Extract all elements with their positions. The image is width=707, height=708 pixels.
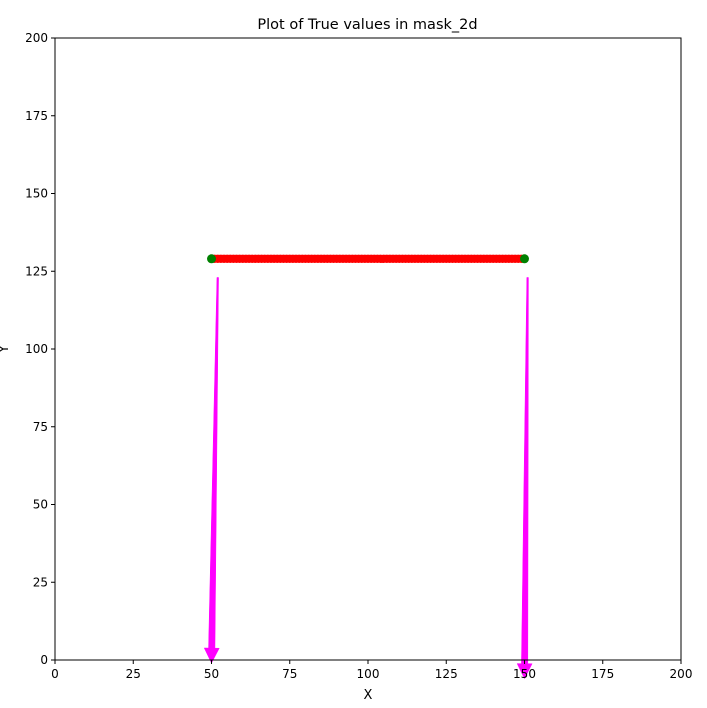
x-tick-label: 200 — [670, 667, 693, 681]
y-axis: 0 25 50 75 100 125 150 175 200 — [25, 31, 55, 667]
green-endpoint — [520, 254, 529, 264]
x-axis: 0 25 50 75 100 125 150 175 200 — [51, 660, 692, 681]
y-tick-label: 50 — [33, 498, 48, 512]
chart-marks — [203, 254, 533, 680]
plot-area — [55, 38, 681, 660]
y-tick-label: 75 — [33, 420, 48, 434]
y-tick-label: 100 — [25, 342, 48, 356]
x-tick-label: 50 — [204, 667, 219, 681]
y-tick-label: 175 — [25, 109, 48, 123]
chart-title: Plot of True values in mask_2d — [257, 17, 477, 33]
x-tick-label: 100 — [357, 667, 380, 681]
magenta-arrow — [516, 277, 533, 680]
x-tick-label: 25 — [126, 667, 141, 681]
y-tick-label: 150 — [25, 187, 48, 201]
x-tick-label: 150 — [513, 667, 536, 681]
y-axis-label: Y — [0, 345, 12, 354]
x-axis-label: X — [364, 688, 373, 703]
y-tick-label: 25 — [33, 575, 48, 589]
green-endpoint — [207, 254, 216, 264]
x-tick-label: 125 — [435, 667, 458, 681]
y-tick-label: 0 — [40, 653, 48, 667]
y-tick-label: 200 — [25, 31, 48, 45]
y-tick-label: 125 — [25, 264, 48, 278]
x-tick-label: 75 — [282, 667, 297, 681]
x-tick-label: 175 — [591, 667, 614, 681]
magenta-arrow — [203, 277, 220, 664]
x-tick-label: 0 — [51, 667, 59, 681]
